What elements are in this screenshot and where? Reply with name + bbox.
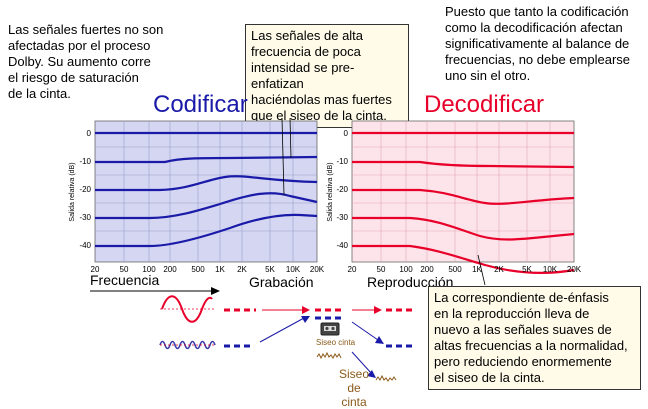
- decode-curve-30db: [352, 216, 575, 241]
- frequency-arrow: [90, 287, 220, 295]
- callout-lines: [281, 117, 486, 286]
- decode-plot: Salida relativa (dB) 0 -10 -20 -30 -40 2…: [327, 120, 582, 274]
- encode-xtick: 500: [191, 265, 205, 274]
- encode-ylabel: Salida relativa (dB): [69, 162, 76, 221]
- encode-xtick: 20: [91, 265, 100, 274]
- decode-xtick: 5K: [522, 265, 532, 274]
- encode-xtick: 200: [163, 265, 177, 274]
- encode-xtick: 5K: [265, 265, 275, 274]
- encode-title: Codificar: [153, 91, 248, 118]
- note-preemphasis-box: Las señales de alta frecuencia de poca i…: [245, 24, 409, 128]
- decode-title: Decodificar: [424, 91, 545, 118]
- encode-curve-30db: [95, 192, 318, 220]
- decode-ytick: -30: [336, 213, 348, 222]
- decode-xtick: 50: [377, 265, 386, 274]
- decode-ytick: 0: [344, 129, 349, 138]
- encode-curve-10db: [95, 155, 318, 164]
- encode-xtick: 20K: [310, 265, 325, 274]
- encode-ytick: -30: [79, 213, 91, 222]
- encode-ytick: -20: [79, 185, 91, 194]
- encode-plot: Salida relativa (dB) 0 -10 -20 -30 -40 2…: [69, 120, 325, 274]
- decode-xtick: 10K: [543, 265, 558, 274]
- decode-ylabel: Salida relativa (dB): [327, 162, 334, 221]
- decode-plot-area: [351, 120, 575, 263]
- strong-signal-wave: [161, 295, 213, 323]
- label-recording: Grabación: [249, 274, 314, 290]
- encode-curve-40db: [95, 213, 318, 248]
- tape-hiss-squiggle: [375, 374, 397, 382]
- cassette-icon: [320, 322, 340, 336]
- decode-ytick: -20: [336, 185, 348, 194]
- encode-ytick: -40: [79, 241, 91, 250]
- decode-curve-10db: [352, 160, 575, 169]
- encode-plot-area: [94, 120, 318, 263]
- note-encode-decode: Puesto que tanto la codificación como la…: [445, 4, 631, 83]
- encode-curve-20db: [95, 175, 318, 192]
- decode-xtick: 500: [448, 265, 462, 274]
- encode-xtick: 50: [120, 265, 129, 274]
- decode-xtick: 1K: [472, 265, 482, 274]
- decode-xtick: 200: [420, 265, 434, 274]
- decode-xtick: 100: [399, 265, 413, 274]
- weak-hf-signal-wave: [159, 340, 216, 350]
- note-deemphasis-box: La correspondiente de-énfasis en la repr…: [428, 286, 641, 390]
- decode-xtick: 2K: [494, 265, 504, 274]
- encode-ytick: -10: [79, 157, 91, 166]
- decode-curve-40db: [352, 244, 575, 274]
- encode-xtick: 10K: [286, 265, 301, 274]
- label-frequency: Frecuencia: [90, 272, 160, 288]
- decode-curve-20db: [352, 188, 575, 205]
- decode-xtick: 20K: [567, 265, 582, 274]
- decode-xtick: 20: [348, 265, 357, 274]
- decode-ytick: -40: [336, 241, 348, 250]
- encode-xtick: 1K: [215, 265, 225, 274]
- encode-xtick: 100: [142, 265, 156, 274]
- label-tape-hiss: Siseo de cinta: [338, 367, 370, 409]
- tape-hiss-small-squiggle: [316, 351, 342, 360]
- encode-xtick: 2K: [237, 265, 247, 274]
- decode-ytick: -10: [336, 157, 348, 166]
- note-strong-signals: Las señales fuertes no son afectadas por…: [8, 22, 164, 101]
- label-tape-hiss-small: Siseo cinta: [316, 338, 356, 347]
- encode-ytick: 0: [87, 129, 92, 138]
